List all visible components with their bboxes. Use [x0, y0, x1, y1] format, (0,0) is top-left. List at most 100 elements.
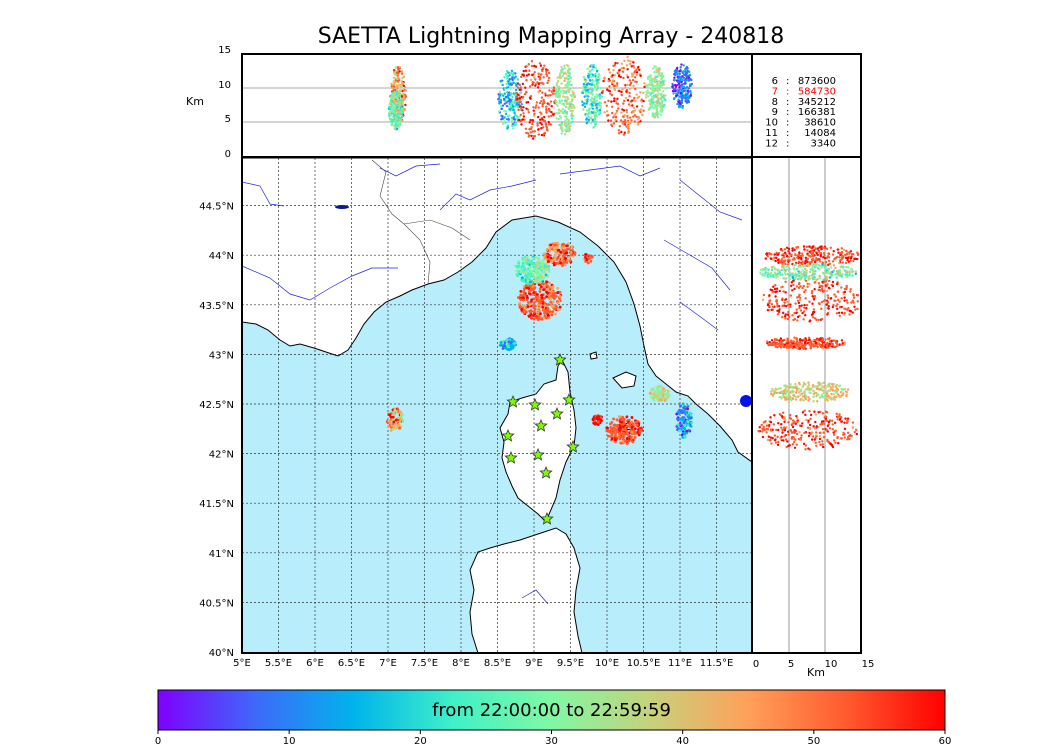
- station-count-sep: :: [786, 97, 789, 108]
- station-count-value: 584730: [798, 86, 836, 97]
- corsica: [499, 359, 577, 523]
- side-xticks: 0 5 10 15: [753, 659, 875, 670]
- station-count-stations: 10: [765, 118, 778, 129]
- altitude-ytick-label: 5: [225, 114, 231, 125]
- station-marker: [528, 397, 542, 411]
- longitude-label: 10.5°E: [627, 658, 661, 669]
- station-count-value: 345212: [798, 97, 836, 108]
- altitude-panel: [242, 54, 752, 157]
- colorbar-tick-label: 30: [545, 736, 558, 747]
- station-marker: [540, 511, 554, 525]
- station-count-value: 38610: [804, 118, 836, 129]
- latitude-label: 42°N: [209, 450, 234, 461]
- longitude-label: 6.5°E: [338, 658, 365, 669]
- longitude-labels: 5°E 5.5°E 6°E 6.5°E 7°E 7.5°E 8°E 8.5°E 9°E 9.5°E…: [233, 658, 733, 669]
- station-count-sep: :: [786, 86, 789, 97]
- figure-title: SAETTA Lightning Mapping Array - 240818: [317, 24, 785, 49]
- latitude-label: 43°N: [209, 350, 234, 361]
- longitude-label: 8.5°E: [484, 658, 511, 669]
- station-count-sep: :: [786, 76, 789, 87]
- island-small-1: [589, 351, 598, 360]
- side-altitude-panel: [753, 158, 861, 653]
- station-count-value: 873600: [798, 76, 836, 87]
- latitude-label: 44°N: [209, 251, 234, 262]
- colorbar-tick-label: 0: [155, 736, 161, 747]
- side-projection-points: [757, 245, 860, 451]
- side-xtick-label: 15: [862, 659, 875, 670]
- lightning-sources: [385, 241, 752, 446]
- colorbar-label: from 22:00:00 to 22:59:59: [432, 700, 671, 721]
- station-marker: [550, 406, 564, 420]
- panel-frames: [241, 53, 862, 654]
- longitude-label: 7°E: [379, 658, 397, 669]
- station-marker: [566, 439, 580, 453]
- station-count-stations: 11: [765, 128, 778, 139]
- colorbar-tick-label: 50: [807, 736, 820, 747]
- lightning-cluster: [740, 395, 752, 407]
- altitude-yticks: 0 5 10 15: [218, 45, 231, 160]
- lake: [335, 205, 349, 209]
- station-marker: [534, 418, 548, 432]
- longitude-label: 5°E: [233, 658, 251, 669]
- station-marker: [506, 394, 520, 408]
- map-panel: 5°E 5.5°E 6°E 6.5°E 7°E 7.5°E 8°E 8.5°E 9°E 9.5°E…: [199, 158, 752, 669]
- side-xlabel: Km: [807, 666, 825, 679]
- station-count-stations: 12: [765, 138, 778, 149]
- longitude-label: 9.5°E: [557, 658, 584, 669]
- station-count-value: 3340: [811, 138, 836, 149]
- longitude-label: 7.5°E: [411, 658, 438, 669]
- island-capraia: [612, 371, 637, 389]
- station-count-sep: :: [786, 128, 789, 139]
- station-count-sep: :: [786, 138, 789, 149]
- altitude-projection-points: [387, 55, 694, 140]
- colorbar-tick-label: 20: [414, 736, 427, 747]
- lma-stations: [501, 352, 580, 525]
- latitude-labels: 40°N 40.5°N 41°N 41.5°N 42°N 42.5°N 43°N 43.5°N…: [199, 202, 234, 659]
- mainland: [242, 158, 752, 463]
- colorbar-tick-label: 10: [283, 736, 296, 747]
- altitude-ytick-label: 0: [225, 149, 231, 160]
- latitude-label: 41°N: [209, 549, 234, 560]
- station-count-sep: :: [786, 107, 789, 118]
- sardinia: [469, 527, 583, 653]
- latitude-label: 44.5°N: [199, 202, 234, 213]
- altitude-ytick-label: 10: [218, 80, 231, 91]
- altitude-ylabel: Km: [186, 95, 204, 108]
- station-count-stations: 8: [772, 97, 778, 108]
- station-count-sep: :: [786, 118, 789, 129]
- rivers: [242, 163, 743, 605]
- station-count-panel: 6:8736007:5847308:3452129:16638110:38610…: [753, 54, 861, 157]
- latitude-label: 40.5°N: [199, 598, 234, 609]
- station-marker: [553, 352, 567, 366]
- station-count-value: 166381: [798, 107, 836, 118]
- longitude-label: 6°E: [306, 658, 324, 669]
- station-marker: [501, 428, 515, 442]
- longitude-label: 11°E: [668, 658, 692, 669]
- latitude-label: 41.5°N: [199, 499, 234, 510]
- station-marker: [504, 450, 518, 464]
- station-count-stations: 7: [772, 86, 778, 97]
- side-xtick-label: 0: [753, 659, 759, 670]
- colorbar: [157, 689, 946, 731]
- colorbar-ticks: 0 10 20 30 40 50 60: [155, 730, 952, 747]
- station-count-value: 14084: [804, 128, 836, 139]
- latitude-label: 40°N: [209, 648, 234, 659]
- side-xtick-label: 10: [825, 659, 838, 670]
- station-count-stations: 6: [772, 76, 778, 87]
- longitude-label: 8°E: [452, 658, 470, 669]
- side-xtick-label: 5: [788, 659, 794, 670]
- colorbar-tick-label: 60: [939, 736, 952, 747]
- station-marker: [539, 465, 553, 479]
- colorbar-tick-label: 40: [676, 736, 689, 747]
- station-count-stations: 9: [772, 107, 778, 118]
- station-marker: [562, 392, 576, 406]
- latitude-label: 42.5°N: [199, 400, 234, 411]
- longitude-label: 9°E: [525, 658, 543, 669]
- latitude-label: 43.5°N: [199, 301, 234, 312]
- altitude-ytick-label: 15: [218, 45, 231, 56]
- longitude-label: 11.5°E: [700, 658, 734, 669]
- longitude-label: 10°E: [595, 658, 619, 669]
- longitude-label: 5.5°E: [265, 658, 292, 669]
- station-marker: [531, 447, 545, 461]
